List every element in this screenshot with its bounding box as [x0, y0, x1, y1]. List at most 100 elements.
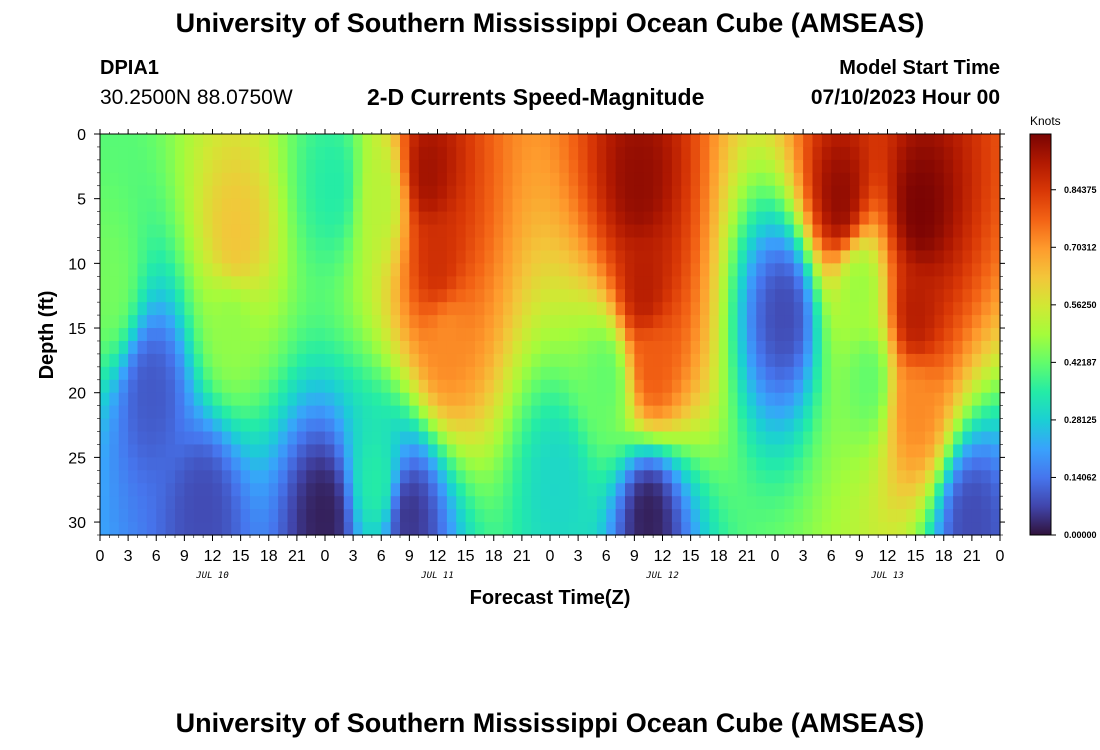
heatmap-cell [296, 366, 307, 381]
heatmap-cell [840, 470, 851, 484]
heatmap-cell [334, 444, 345, 458]
heatmap-cell [831, 276, 842, 290]
heatmap-cell [137, 302, 148, 316]
heatmap-cell [962, 405, 973, 420]
heatmap-cell [400, 134, 410, 148]
heatmap-cell [953, 198, 964, 213]
heatmap-cell [596, 302, 607, 316]
heatmap-cell [231, 392, 242, 407]
heatmap-cell [915, 276, 926, 290]
heatmap-cell [775, 315, 785, 329]
heatmap-cell [840, 366, 851, 381]
heatmap-cell [756, 328, 767, 342]
heatmap-cell [250, 185, 260, 200]
heatmap-cell [362, 263, 373, 277]
heatmap-cell [634, 172, 645, 187]
heatmap-cell [362, 392, 373, 407]
heatmap-cell [437, 405, 448, 420]
heatmap-cell [287, 522, 298, 536]
heatmap-cell [793, 134, 804, 148]
heatmap-cell [775, 418, 785, 433]
heatmap-cell [465, 431, 476, 446]
heatmap-cell [681, 237, 692, 252]
heatmap-cell [521, 146, 532, 161]
heatmap-cell [971, 315, 982, 329]
heatmap-cell [231, 263, 242, 277]
heatmap-cell [512, 185, 523, 200]
heatmap-cell [343, 509, 354, 523]
heatmap-cell [840, 289, 851, 303]
heatmap-cell [456, 379, 467, 394]
heatmap-cell [418, 302, 429, 316]
heatmap-cell [118, 470, 129, 484]
heatmap-cell [484, 315, 495, 329]
heatmap-cell [709, 340, 720, 355]
heatmap-cell [343, 353, 354, 368]
heatmap-cell [606, 172, 617, 187]
heatmap-cell [212, 211, 223, 226]
heatmap-cell [409, 405, 420, 420]
heatmap-cell [240, 289, 251, 303]
heatmap-cell [578, 470, 589, 484]
heatmap-cell [878, 315, 889, 329]
heatmap-cell [850, 457, 860, 471]
heatmap-cell [596, 405, 607, 420]
heatmap-cell [409, 509, 420, 523]
heatmap-cell [718, 146, 729, 161]
heatmap-cell [756, 496, 767, 510]
heatmap-cell [362, 457, 373, 471]
heatmap-cell [596, 366, 607, 381]
heatmap-cell [409, 159, 420, 174]
heatmap-cell [540, 328, 551, 342]
heatmap-cell [953, 211, 964, 226]
heatmap-cell [343, 470, 354, 484]
heatmap-cell [850, 483, 860, 497]
heatmap-cell [821, 134, 832, 148]
heatmap-cell [250, 276, 260, 290]
heatmap-cell [334, 198, 345, 213]
y-tick-label: 20 [68, 386, 86, 403]
heatmap-cell [268, 172, 279, 187]
heatmap-cell [850, 237, 860, 252]
heatmap-cell [353, 418, 364, 433]
heatmap-cell [118, 185, 129, 200]
heatmap-cell [390, 392, 401, 407]
heatmap-cell [821, 470, 832, 484]
heatmap-cell [690, 483, 701, 497]
heatmap-cell [250, 522, 260, 536]
heatmap-cell [437, 509, 448, 523]
heatmap-cell [737, 379, 748, 394]
heatmap-cell [559, 185, 570, 200]
heatmap-cell [503, 522, 514, 536]
heatmap-cell [559, 392, 570, 407]
heatmap-cell [315, 172, 326, 187]
heatmap-cell [259, 315, 270, 329]
x-tick-label: 21 [963, 548, 981, 565]
heatmap-cell [728, 444, 739, 458]
heatmap-cell [521, 185, 532, 200]
heatmap-cell [531, 146, 542, 161]
heatmap-cell [428, 392, 439, 407]
heatmap-cell [775, 198, 785, 213]
station-coordinates: 30.2500N 88.0750W [100, 86, 293, 109]
heatmap-cell [709, 366, 720, 381]
heatmap-cell [512, 509, 523, 523]
heatmap-cell [943, 146, 954, 161]
heatmap-cell [643, 470, 654, 484]
heatmap-cell [250, 237, 260, 252]
heatmap-cell [990, 353, 1001, 368]
heatmap-cell [362, 379, 373, 394]
heatmap-cell [850, 522, 860, 536]
heatmap-cell [128, 250, 139, 264]
heatmap-cell [381, 340, 392, 355]
heatmap-cell [456, 146, 467, 161]
x-tick-label: 15 [682, 548, 700, 565]
heatmap-cell [700, 172, 710, 187]
heatmap-cell [868, 289, 879, 303]
heatmap-cell [268, 250, 279, 264]
heatmap-cell [887, 211, 898, 226]
heatmap-cell [503, 276, 514, 290]
heatmap-cell [550, 159, 560, 174]
heatmap-cell [409, 470, 420, 484]
heatmap-cell [278, 379, 289, 394]
